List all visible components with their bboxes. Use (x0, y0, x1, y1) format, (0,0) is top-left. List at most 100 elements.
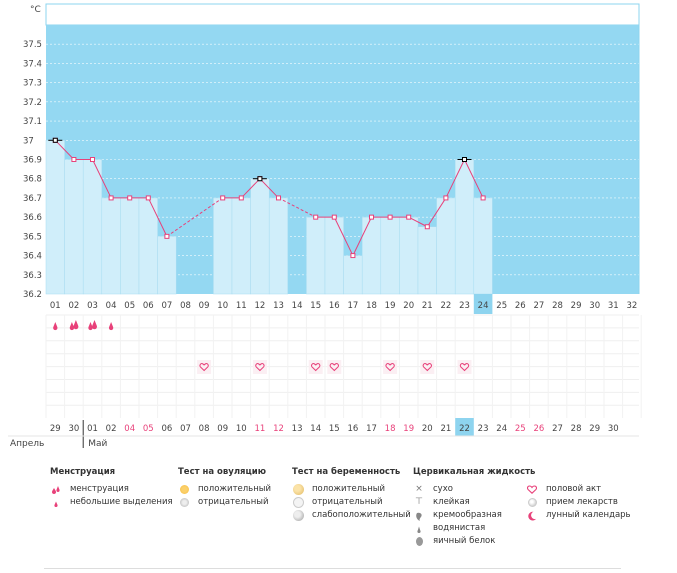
temperature-bar (380, 216, 400, 295)
cycle-day-label: 12 (254, 301, 265, 311)
date-label: 04 (124, 424, 135, 434)
temperature-bar (250, 178, 270, 295)
legend-item-medication: прием лекарств (526, 496, 631, 509)
cycle-day-label: 18 (366, 301, 377, 311)
intercourse-cell (383, 360, 398, 374)
legend-label: менструация (70, 484, 129, 494)
temperature-bar (231, 197, 251, 295)
temperature-bar (473, 197, 493, 295)
temperature-line-segment (445, 159, 465, 199)
month-label: Апрель (10, 439, 44, 449)
temperature-point (145, 195, 151, 201)
temperature-bar (82, 159, 103, 295)
date-label: 29 (50, 424, 61, 434)
legend-label: сухо (433, 484, 453, 494)
cycle-day-label: 03 (87, 301, 98, 311)
cycle-day-label: 25 (496, 301, 507, 311)
date-label: 25 (515, 424, 526, 434)
cycle-day-label: 13 (273, 301, 284, 311)
temperature-point (424, 224, 430, 230)
temperature-line-segment (259, 178, 279, 199)
legend-label: небольшие выделения (70, 497, 173, 507)
cycle-day-label: 22 (440, 301, 451, 311)
legend-label: отрицательный (198, 497, 269, 507)
legend-item-menstruation: менструация (50, 483, 173, 496)
plot-top-margin (45, 3, 640, 26)
date-label: 20 (422, 424, 433, 434)
spotting-mark (53, 322, 58, 331)
temperature-line-segment (426, 197, 447, 228)
temperature-point (331, 214, 337, 220)
legend-label: клейкая (433, 497, 470, 507)
temperature-point (90, 157, 95, 162)
date-label: 12 (273, 424, 284, 434)
temperature-line-segment (464, 159, 484, 199)
intercourse-heart-icon (255, 363, 265, 372)
menstruation-icon (50, 484, 62, 496)
cycle-day-label: 28 (552, 301, 563, 311)
legend-pregnancy: Тест на беременность положительный отриц… (292, 466, 411, 522)
date-label: 11 (254, 424, 265, 434)
temperature-bar (157, 236, 177, 295)
highlight-cycle-day (473, 294, 493, 314)
cycle-day-label: 08 (180, 301, 191, 311)
date-label: 21 (440, 424, 451, 434)
y-tick-label: 36.2 (23, 290, 42, 300)
intercourse-heart-icon (422, 363, 432, 372)
legend-label: яичный белок (433, 536, 496, 546)
temperature-line-segment (92, 159, 112, 199)
legend-cervical-title: Цервикальная жидкость (413, 467, 536, 477)
date-label: 17 (366, 424, 377, 434)
cycle-day-label: 31 (608, 301, 619, 311)
temperature-bar (324, 216, 344, 295)
temperature-line-segment (54, 139, 75, 160)
date-label: 13 (292, 424, 303, 434)
date-label: 26 (533, 424, 544, 434)
intercourse-heart-icon (311, 363, 321, 372)
legend-item-ovulation-positive: положительный (178, 483, 271, 496)
cycle-day-label: 23 (459, 301, 470, 311)
temperature-point (164, 233, 170, 239)
menstruation-mark (91, 320, 97, 330)
temperature-line-segment (352, 216, 372, 256)
date-label: 28 (571, 424, 582, 434)
pregnancy-negative-icon (292, 497, 304, 509)
y-tick-label: 37.2 (23, 98, 42, 108)
sun-icon (178, 484, 190, 496)
intercourse-heart-icon (199, 363, 209, 372)
date-label: 01 (87, 424, 98, 434)
legend-item-sticky: ⊤ клейкая (413, 496, 535, 509)
menstruation-mark (73, 320, 79, 330)
cycle-day-label: 07 (161, 301, 172, 311)
date-label: 14 (310, 424, 321, 434)
temperature-bar (268, 197, 289, 295)
highlight-date (455, 418, 474, 436)
cycle-day-label: 32 (626, 301, 637, 311)
temperature-line-segment (166, 197, 223, 237)
cycle-day-label: 30 (589, 301, 600, 311)
date-label: 30 (68, 424, 79, 434)
temperature-bar (343, 255, 363, 295)
legend-item-lunar: лунный календарь (526, 509, 631, 522)
temperature-point (480, 195, 486, 201)
symptom-grid (45, 314, 642, 418)
cycle-day-label: 17 (347, 301, 358, 311)
intercourse-cell (308, 360, 323, 374)
legend-item-spotting: небольшие выделения (50, 496, 173, 509)
cycle-day-label: 05 (124, 301, 135, 311)
cycle-day-label: 09 (199, 301, 210, 311)
temperature-bar (45, 140, 65, 295)
cycle-day-label: 16 (329, 301, 340, 311)
pregnancy-weak-icon (292, 510, 304, 522)
legend-menstruation: Менструация менструация небольшие выделе… (50, 466, 173, 509)
temperature-point (387, 214, 393, 220)
cycle-day-label: 19 (385, 301, 396, 311)
legend-other: половой акт прием лекарств лунный календ… (526, 483, 631, 522)
temperature-point (443, 195, 449, 201)
intercourse-cell (197, 360, 212, 374)
y-tick-label: 37.5 (23, 40, 42, 50)
legend-label: положительный (312, 484, 385, 494)
cycle-day-label: 02 (68, 301, 79, 311)
bottom-divider (44, 568, 621, 569)
y-tick-label: 36.9 (23, 156, 42, 166)
